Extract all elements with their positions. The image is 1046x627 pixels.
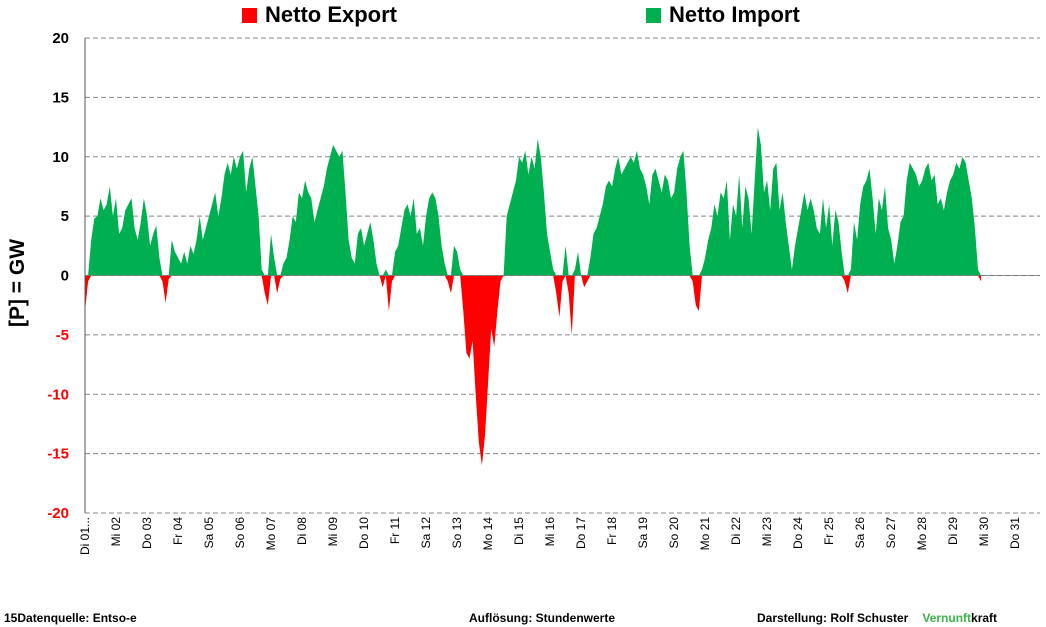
legend-import: Netto Import — [646, 2, 800, 28]
x-tick-label: Di 08 — [295, 517, 309, 545]
x-tick-label: Sa 05 — [202, 517, 216, 549]
import-area — [85, 127, 982, 276]
x-tick-label: Mi 02 — [109, 517, 123, 547]
legend-export: Netto Export — [242, 2, 397, 28]
y-tick-label: -20 — [47, 505, 69, 522]
footer-brand-a: Vernunft — [922, 611, 972, 625]
legend-import-label: Netto Import — [669, 2, 800, 27]
legend-export-swatch — [242, 7, 257, 23]
x-tick-label: Di 22 — [729, 517, 743, 545]
x-tick-label: Mi 09 — [326, 517, 340, 547]
x-tick-label: Fr 04 — [171, 517, 185, 545]
x-tick-label: Mi 30 — [977, 517, 991, 547]
x-tick-label: Do 24 — [791, 517, 805, 549]
x-tick-label: So 06 — [233, 517, 247, 549]
x-tick-label: Mo 28 — [915, 517, 929, 551]
y-tick-label: 15 — [52, 89, 69, 106]
y-tick-label: 0 — [61, 268, 69, 285]
x-tick-label: Sa 26 — [853, 517, 867, 549]
y-tick-label: -5 — [56, 327, 69, 344]
export-area — [85, 275, 982, 466]
x-tick-label: Mi 23 — [760, 517, 774, 547]
x-tick-label: So 20 — [667, 517, 681, 549]
x-tick-label: Do 10 — [357, 517, 371, 549]
x-tick-label: Fr 18 — [605, 517, 619, 545]
x-tick-labels: Di 01... Mi 02 Do 03 Fr 04 Sa 05 So 06 Mo 07 Di… — [78, 517, 1022, 555]
x-tick-label: So 27 — [884, 517, 898, 549]
footer-source: 15Datenquelle: Entso-e — [4, 611, 137, 625]
y-tick-label: -10 — [47, 386, 69, 403]
footer-brand-b: kraft — [971, 611, 998, 625]
x-tick-label: Mi 16 — [543, 517, 557, 547]
legend-import-swatch — [646, 7, 661, 23]
x-tick-label: Mo 07 — [264, 517, 278, 551]
x-tick-label: Di 15 — [512, 517, 526, 545]
x-tick-label: Di 29 — [946, 517, 960, 545]
y-tick-label: 10 — [52, 149, 69, 166]
y-tick-label: 5 — [61, 208, 69, 225]
x-tick-label: Di 01... — [78, 517, 92, 555]
x-tick-label: Do 17 — [574, 517, 588, 549]
y-tick-labels: 20 15 10 5 0 -5 -10 -15 -20 — [47, 30, 69, 522]
x-tick-label: Do 31 — [1008, 517, 1022, 549]
x-tick-label: Sa 19 — [636, 517, 650, 549]
footer-credit-text: Darstellung: Rolf Schuster — [757, 611, 909, 625]
x-tick-label: So 13 — [450, 517, 464, 549]
area-series — [85, 127, 982, 466]
x-tick-label: Mo 14 — [481, 517, 495, 551]
legend-export-label: Netto Export — [265, 2, 397, 27]
x-tick-label: Sa 12 — [419, 517, 433, 549]
footer-resolution: Auflösung: Stundenwerte — [469, 611, 615, 625]
y-tick-label: 20 — [52, 30, 69, 47]
x-tick-label: Fr 25 — [822, 517, 836, 545]
y-axis-label: [P] = GW — [6, 238, 29, 328]
x-tick-label: Fr 11 — [388, 517, 402, 544]
x-tick-label: Mo 21 — [698, 517, 712, 551]
x-tick-label: Do 03 — [140, 517, 154, 549]
footer-credit: Darstellung: Rolf Schuster Vernunftkraft — [757, 611, 997, 625]
y-tick-label: -15 — [47, 446, 69, 463]
axes — [84, 38, 1040, 513]
